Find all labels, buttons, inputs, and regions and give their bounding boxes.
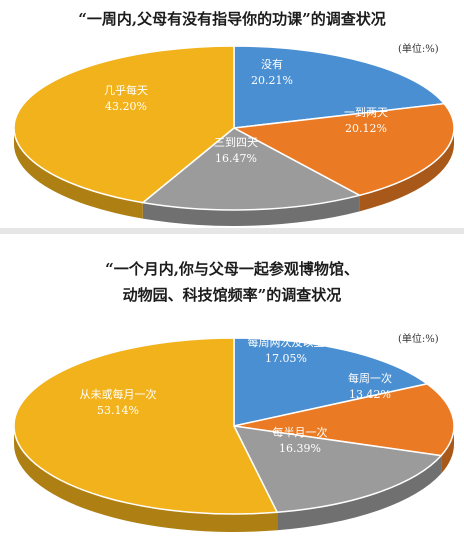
slice-value-label: 43.20% — [105, 100, 147, 113]
slice-value-label: 13.42% — [349, 388, 391, 401]
pie-slice-4 — [13, 337, 279, 515]
chart-panel-weekly-homework: “一周内,父母有没有指导你的功课”的调查状况 (单位:%) 没有 20.21% 一到… — [0, 0, 464, 228]
slice-label: 三到四天 — [214, 136, 258, 149]
slice-label: 几乎每天 — [104, 83, 148, 97]
slice-label: 每周两次及以上 — [248, 335, 325, 349]
pie-slice-side-2 — [359, 128, 454, 212]
pie-chart-monthly-visits: 每周两次及以上 17.05% 每周一次 13.42% 每半月一次 16.39% 从未或每月一… — [13, 335, 455, 532]
slice-label: 每半月一次 — [273, 425, 328, 439]
unit-label: (单位:%) — [398, 334, 439, 345]
slice-value-label: 20.21% — [251, 74, 293, 87]
slice-label: 每周一次 — [348, 371, 392, 385]
chart-title: “一周内,父母有没有指导你的功课”的调查状况 — [78, 10, 386, 28]
slice-value-label: 16.47% — [215, 152, 257, 165]
slice-value-label: 16.39% — [279, 442, 321, 455]
section-divider — [0, 228, 464, 234]
pie-slice-side-2 — [441, 426, 454, 474]
pie-slice-1 — [233, 45, 446, 129]
pie-slice-side-3 — [142, 195, 360, 227]
pie-slice-1 — [233, 337, 429, 427]
slice-label: 从未或每月一次 — [80, 387, 157, 401]
pie-slice-2 — [231, 102, 455, 197]
pie-slice-side-3 — [277, 455, 442, 531]
pie-slice-side-4 — [14, 426, 278, 532]
unit-label: (单位:%) — [398, 44, 439, 55]
chart-panel-monthly-visits: “一个月内,你与父母一起参观博物馆、 动物园、科技馆频率”的调查状况 (单位:%… — [0, 234, 464, 559]
slice-value-label: 20.12% — [345, 122, 387, 135]
pie-slice-2 — [233, 383, 455, 457]
pie-chart-weekly-homework: 没有 20.21% 一到两天 20.12% 三到四天 16.47% 几乎每天 43.20% — [13, 45, 455, 227]
pie-slice-3 — [232, 425, 443, 514]
slice-value-label: 53.14% — [97, 404, 139, 417]
chart-title-line1: “一个月内,你与父母一起参观博物馆、 — [105, 260, 359, 278]
slice-label: 没有 — [261, 57, 283, 71]
slice-value-label: 17.05% — [265, 352, 307, 365]
chart-title-line2: 动物园、科技馆频率”的调查状况 — [122, 286, 342, 304]
slice-label: 一到两天 — [344, 106, 388, 119]
pie-slice-3 — [141, 127, 362, 211]
pie-slice-4 — [13, 45, 235, 204]
